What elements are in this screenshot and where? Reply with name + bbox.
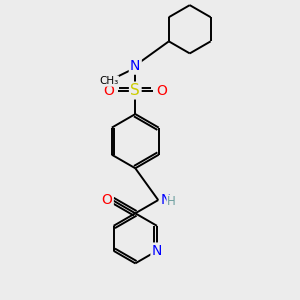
Text: N: N xyxy=(130,59,140,74)
Text: O: O xyxy=(102,193,112,207)
Text: CH₃: CH₃ xyxy=(99,76,119,86)
Text: S: S xyxy=(130,83,140,98)
Text: N: N xyxy=(160,193,171,207)
Text: O: O xyxy=(103,83,115,98)
Text: H: H xyxy=(167,195,176,208)
Text: N: N xyxy=(152,244,162,258)
Text: O: O xyxy=(156,83,167,98)
